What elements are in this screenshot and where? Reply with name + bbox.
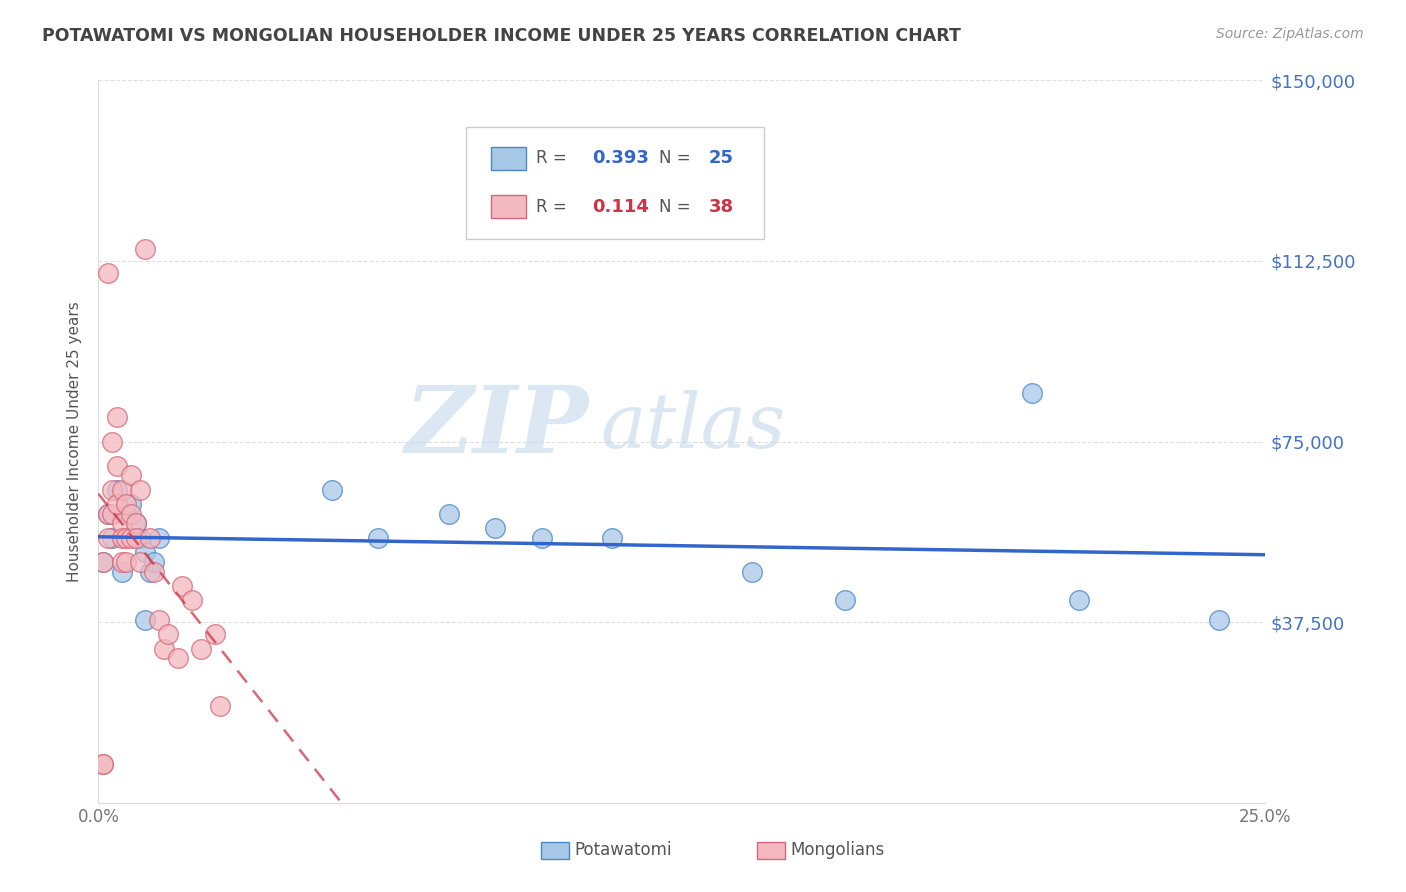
Point [91,757,114,772]
Point [105,483,128,497]
Point [143,555,166,569]
Point [166,651,188,665]
Point [115,507,138,521]
Point [97,507,120,521]
Text: 25: 25 [709,149,734,167]
Text: 0.393: 0.393 [592,149,650,167]
Text: N =: N = [658,149,696,167]
Point [321,483,343,497]
Text: 0.114: 0.114 [592,198,650,216]
Point [91,555,114,569]
Text: Potawatomi: Potawatomi [575,841,672,859]
FancyBboxPatch shape [491,146,526,169]
Point [834,593,856,607]
Point [1067,593,1090,607]
Point [204,627,226,641]
FancyBboxPatch shape [491,195,526,219]
Point [190,641,212,656]
Text: R =: R = [536,198,578,216]
Point [91,757,114,772]
Point [101,531,124,545]
Point [125,516,148,531]
Point [97,531,120,545]
Point [101,483,124,497]
Point [139,531,162,545]
Point [484,521,506,535]
FancyBboxPatch shape [541,842,568,859]
Point [125,531,148,545]
Point [157,627,180,641]
Point [530,531,553,545]
Text: POTAWATOMI VS MONGOLIAN HOUSEHOLDER INCOME UNDER 25 YEARS CORRELATION CHART: POTAWATOMI VS MONGOLIAN HOUSEHOLDER INCO… [42,27,962,45]
Text: ZIP: ZIP [405,382,589,472]
Point [125,516,148,531]
Text: N =: N = [658,198,696,216]
Y-axis label: Householder Income Under 25 years: Householder Income Under 25 years [67,301,83,582]
Text: Mongolians: Mongolians [790,841,884,859]
Text: 38: 38 [709,198,734,216]
Point [367,531,389,545]
Point [111,516,134,531]
Point [134,545,156,559]
Point [111,483,134,497]
Point [1208,613,1230,627]
Point [172,579,194,593]
Point [111,555,134,569]
Point [437,507,460,521]
Point [115,555,138,569]
Point [120,531,142,545]
Point [105,458,128,473]
Point [97,507,120,521]
Point [134,613,156,627]
Text: R =: R = [536,149,572,167]
Point [129,555,152,569]
Point [115,497,138,511]
Point [148,613,170,627]
Point [134,242,156,256]
Point [101,507,124,521]
Point [120,468,142,483]
Point [105,497,128,511]
Point [101,434,124,449]
Point [148,531,170,545]
Point [139,565,162,579]
Point [180,593,202,607]
Point [600,531,623,545]
Point [111,531,134,545]
Point [120,497,142,511]
Point [741,565,763,579]
Point [120,507,142,521]
Point [111,565,134,579]
Point [208,699,231,714]
Point [129,531,152,545]
FancyBboxPatch shape [756,842,785,859]
Point [143,565,166,579]
Point [152,641,174,656]
Text: atlas: atlas [600,390,786,464]
Point [97,266,120,280]
Point [91,555,114,569]
Text: Source: ZipAtlas.com: Source: ZipAtlas.com [1216,27,1364,41]
Point [1021,386,1043,401]
FancyBboxPatch shape [465,128,763,239]
Point [105,410,128,425]
Point [115,531,138,545]
Point [129,483,152,497]
